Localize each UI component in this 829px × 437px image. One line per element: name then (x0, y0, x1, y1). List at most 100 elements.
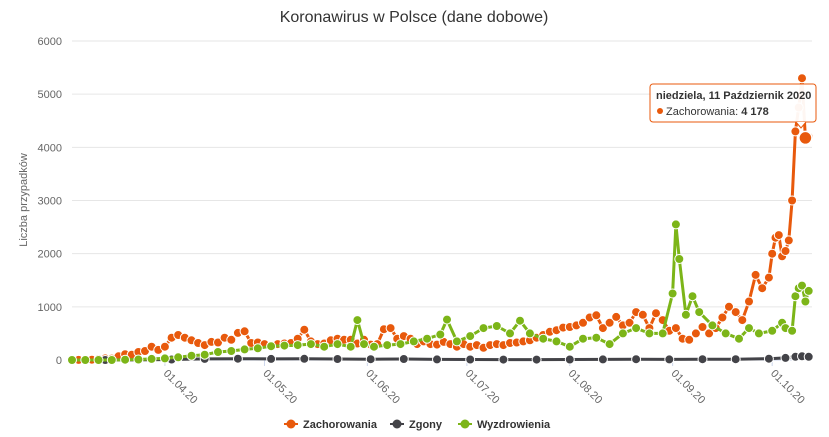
data-point[interactable] (780, 246, 791, 256)
data-point[interactable] (670, 219, 681, 230)
data-point[interactable] (159, 341, 170, 352)
data-point[interactable] (226, 346, 237, 356)
data-point[interactable] (292, 340, 303, 351)
data-point[interactable] (617, 328, 628, 339)
data-point[interactable] (80, 355, 91, 365)
data-point[interactable] (319, 341, 330, 352)
data-point[interactable] (538, 333, 549, 344)
data-point[interactable] (790, 126, 801, 137)
data-point[interactable] (744, 323, 754, 334)
data-point[interactable] (369, 341, 379, 352)
data-point[interactable] (524, 328, 535, 339)
data-point[interactable] (93, 355, 104, 365)
data-point[interactable] (159, 353, 170, 364)
data-point[interactable] (787, 195, 798, 206)
data-point[interactable] (757, 283, 768, 294)
data-point[interactable] (106, 355, 117, 365)
data-point[interactable] (564, 341, 575, 352)
data-point[interactable] (667, 288, 678, 299)
data-point[interactable] (720, 328, 731, 339)
data-point[interactable] (498, 354, 509, 365)
data-point[interactable] (670, 323, 681, 334)
legend-item-zgony[interactable]: Zgony (390, 419, 443, 431)
data-point[interactable] (232, 353, 243, 364)
data-point[interactable] (408, 336, 419, 347)
data-point[interactable] (478, 323, 489, 334)
data-point[interactable] (787, 325, 798, 336)
data-point[interactable] (551, 336, 562, 347)
data-point[interactable] (305, 339, 316, 350)
data-point[interactable] (199, 349, 210, 360)
data-point[interactable] (674, 254, 685, 264)
data-point[interactable] (186, 350, 197, 361)
data-point[interactable] (664, 354, 675, 365)
legend-item-zachorowania[interactable]: Zachorowania (284, 419, 378, 431)
data-point[interactable] (694, 307, 705, 318)
data-point[interactable] (442, 314, 452, 325)
data-point[interactable] (505, 328, 515, 339)
data-point[interactable] (644, 328, 655, 339)
data-point[interactable] (226, 334, 237, 345)
data-point[interactable] (767, 325, 778, 336)
data-point[interactable] (398, 354, 409, 364)
data-point[interactable] (797, 280, 807, 291)
data-point[interactable] (763, 353, 774, 364)
data-point[interactable] (744, 296, 754, 307)
data-point[interactable] (624, 317, 635, 328)
data-point[interactable] (531, 354, 542, 365)
data-point[interactable] (657, 328, 668, 339)
data-point[interactable] (591, 332, 602, 343)
data-point[interactable] (252, 343, 263, 354)
data-point[interactable] (365, 354, 376, 365)
data-point[interactable] (651, 308, 661, 319)
data-point[interactable] (597, 323, 608, 334)
data-point[interactable] (707, 320, 718, 331)
data-point[interactable] (783, 235, 794, 246)
data-point[interactable] (239, 326, 250, 337)
data-point[interactable] (239, 344, 250, 355)
data-point[interactable] (465, 354, 476, 365)
data-point[interactable] (753, 328, 764, 339)
data-point[interactable] (385, 323, 396, 334)
data-point[interactable] (803, 351, 814, 362)
data-point[interactable] (763, 272, 774, 283)
data-point[interactable] (800, 296, 811, 307)
data-point[interactable] (266, 341, 277, 352)
data-point[interactable] (120, 354, 131, 365)
data-point[interactable] (133, 354, 144, 365)
data-point[interactable] (730, 354, 741, 365)
data-point[interactable] (604, 317, 615, 328)
legend-item-wyzdrowienia[interactable]: Wyzdrowienia (458, 419, 551, 431)
data-point[interactable] (697, 322, 708, 332)
data-point[interactable] (435, 329, 446, 340)
data-point[interactable] (345, 341, 356, 352)
data-point[interactable] (697, 354, 708, 365)
data-point[interactable] (780, 352, 791, 363)
data-point[interactable] (382, 340, 393, 351)
data-point[interactable] (737, 315, 748, 326)
data-point[interactable] (395, 339, 406, 350)
data-point[interactable] (734, 333, 744, 344)
data-point[interactable] (578, 333, 588, 344)
hover-point[interactable] (798, 130, 813, 146)
data-point[interactable] (279, 340, 290, 351)
data-point[interactable] (687, 291, 698, 302)
data-point[interactable] (299, 353, 310, 364)
data-point[interactable] (515, 315, 525, 326)
data-point[interactable] (578, 317, 588, 328)
data-point[interactable] (173, 352, 184, 363)
data-point[interactable] (750, 269, 761, 280)
data-point[interactable] (352, 315, 363, 326)
data-point[interactable] (690, 328, 701, 339)
data-point[interactable] (332, 339, 343, 350)
data-point[interactable] (631, 354, 642, 365)
data-point[interactable] (611, 311, 622, 322)
data-point[interactable] (299, 324, 310, 335)
data-point[interactable] (773, 230, 784, 241)
data-point[interactable] (146, 353, 157, 364)
data-point[interactable] (432, 354, 442, 365)
data-point[interactable] (724, 301, 734, 312)
data-point[interactable] (730, 307, 741, 318)
data-point[interactable] (604, 339, 615, 350)
data-point[interactable] (67, 355, 77, 365)
